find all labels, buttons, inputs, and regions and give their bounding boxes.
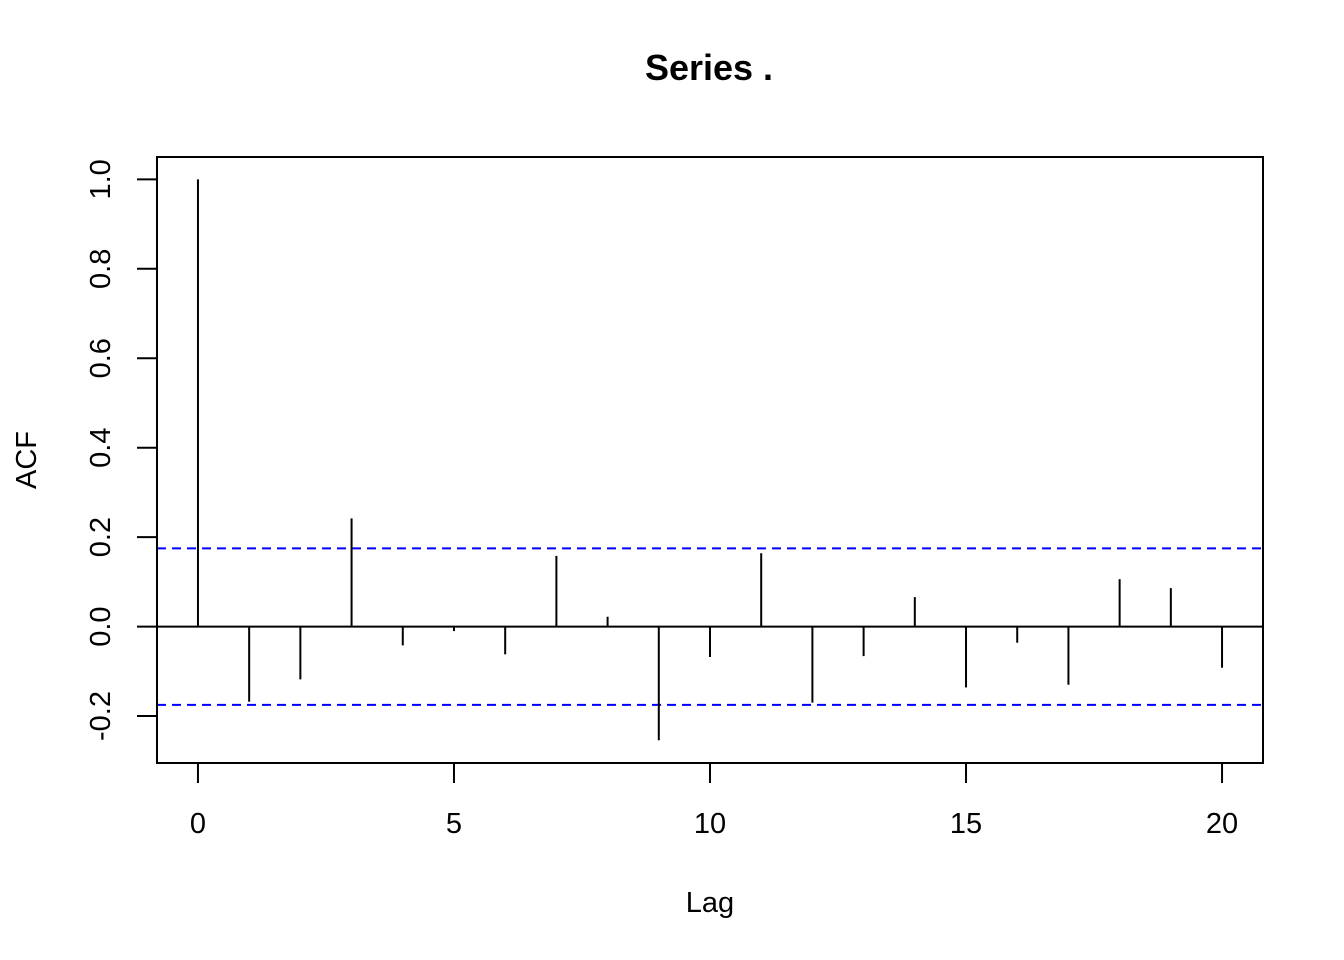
- chart-title: Series .: [645, 47, 773, 88]
- y-tick-label-2: 0.2: [85, 517, 117, 557]
- y-tick-label-5: 0.8: [85, 249, 117, 289]
- confidence-band-layer: [157, 547, 1263, 706]
- y-axis-label: ACF: [11, 431, 43, 489]
- y-tick-label-4: 0.6: [85, 338, 117, 378]
- x-tick-label-15: 15: [950, 808, 982, 840]
- x-tick-label-10: 10: [694, 808, 726, 840]
- plot-frame: [156, 156, 1264, 764]
- acf-bars-layer: [196, 179, 1224, 741]
- x-tick-label-0: 0: [190, 808, 206, 840]
- x-axis-label: Lag: [686, 887, 734, 919]
- y-axis: -0.2 0.0 0.2 0.4 0.6 0.8 1.0: [85, 159, 158, 741]
- x-tick-label-20: 20: [1206, 808, 1238, 840]
- y-tick-label-0: -0.2: [85, 691, 117, 741]
- y-tick-label-6: 1.0: [85, 159, 117, 199]
- x-axis: 0 5 10 15 20: [190, 762, 1238, 840]
- y-tick-label-3: 0.4: [85, 428, 117, 468]
- x-tick-label-5: 5: [446, 808, 462, 840]
- y-tick-label-1: 0.0: [85, 606, 117, 646]
